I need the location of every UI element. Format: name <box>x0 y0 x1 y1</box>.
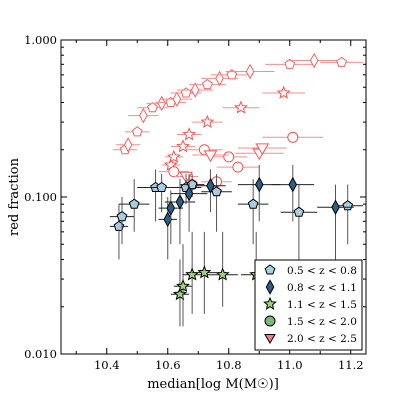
legend-label: 1.5 < z < 2.0 <box>287 316 357 328</box>
bg-point <box>190 82 200 98</box>
red-star-point <box>176 139 190 153</box>
series-1-point <box>166 200 176 216</box>
series-1-point <box>288 176 298 193</box>
series-1-point <box>331 199 340 216</box>
series-0-point <box>156 181 167 192</box>
legend-marker <box>264 315 276 327</box>
red-circle-point <box>232 161 244 173</box>
bg-point <box>215 70 224 87</box>
x-tick-label: 11.2 <box>338 358 364 372</box>
red-star-point <box>276 85 291 99</box>
red-triangle-down-point <box>255 143 270 156</box>
x-tick-label: 10.8 <box>216 358 242 372</box>
red-star-point <box>200 114 215 128</box>
x-tick-label: 11.0 <box>277 358 303 372</box>
plot-marks <box>109 52 363 327</box>
series-2-point <box>197 265 212 279</box>
x-tick-label: 10.6 <box>155 358 181 372</box>
series-0-point <box>113 220 125 231</box>
red-star-point <box>182 127 197 141</box>
bg-point <box>139 107 148 124</box>
y-tick-label: 1.000 <box>24 33 57 47</box>
series-0-point <box>116 210 128 222</box>
bg-point <box>131 126 143 137</box>
legend-label: 0.8 < z < 1.1 <box>287 282 357 294</box>
red-circle-point <box>168 166 180 178</box>
bg-point <box>309 52 319 69</box>
series-2-point <box>185 267 200 281</box>
bg-point <box>284 58 296 69</box>
bg-point <box>123 137 133 153</box>
legend-marker <box>265 279 275 295</box>
x-tick-label: 10.4 <box>94 358 120 372</box>
series-2-point <box>215 267 230 281</box>
red-circle-point <box>223 151 235 163</box>
bg-point <box>157 95 166 112</box>
bg-point <box>147 102 158 113</box>
series-0-point <box>247 198 259 209</box>
bg-point <box>226 69 238 80</box>
red-star-point <box>166 149 181 163</box>
legend-label: 1.1 < z < 1.5 <box>287 299 357 311</box>
bg-point <box>336 56 347 67</box>
bg-point <box>172 91 182 107</box>
bg-point <box>245 63 255 80</box>
y-axis-label: red fraction <box>7 157 22 236</box>
series-0-point <box>293 206 305 217</box>
series-1-point <box>184 185 194 202</box>
red-star-point <box>233 100 248 114</box>
red-circle-point <box>287 131 299 143</box>
legend-marker <box>264 334 276 344</box>
series-0-point <box>186 178 198 190</box>
legend-label: 0.5 < z < 0.8 <box>287 265 357 277</box>
series-1-point <box>175 194 185 210</box>
bg-point <box>202 78 213 90</box>
legend: 0.5 < z < 0.8 0.8 < z < 1.1 1.1 < z < 1.5 1… <box>254 259 363 351</box>
x-axis-label: median[log M(M☉)] <box>147 377 279 392</box>
series-0-point <box>342 200 354 211</box>
series-2-point <box>176 279 190 293</box>
series-1-point <box>163 211 173 228</box>
series-1-point <box>206 177 215 194</box>
series-1-point <box>254 176 264 193</box>
axis-ticks: 10.4 10.6 10.8 11.0 11.2 0.010 0.100 1.000 <box>24 33 366 372</box>
bg-point <box>180 87 192 98</box>
legend-marker <box>263 296 277 310</box>
legend-marker <box>264 264 276 275</box>
y-tick-label: 0.100 <box>24 190 57 204</box>
series-0-point <box>128 198 140 209</box>
y-tick-label: 0.010 <box>24 347 57 361</box>
legend-label: 2.0 < z < 2.5 <box>287 333 357 345</box>
red-triangle-down-point <box>203 150 218 163</box>
